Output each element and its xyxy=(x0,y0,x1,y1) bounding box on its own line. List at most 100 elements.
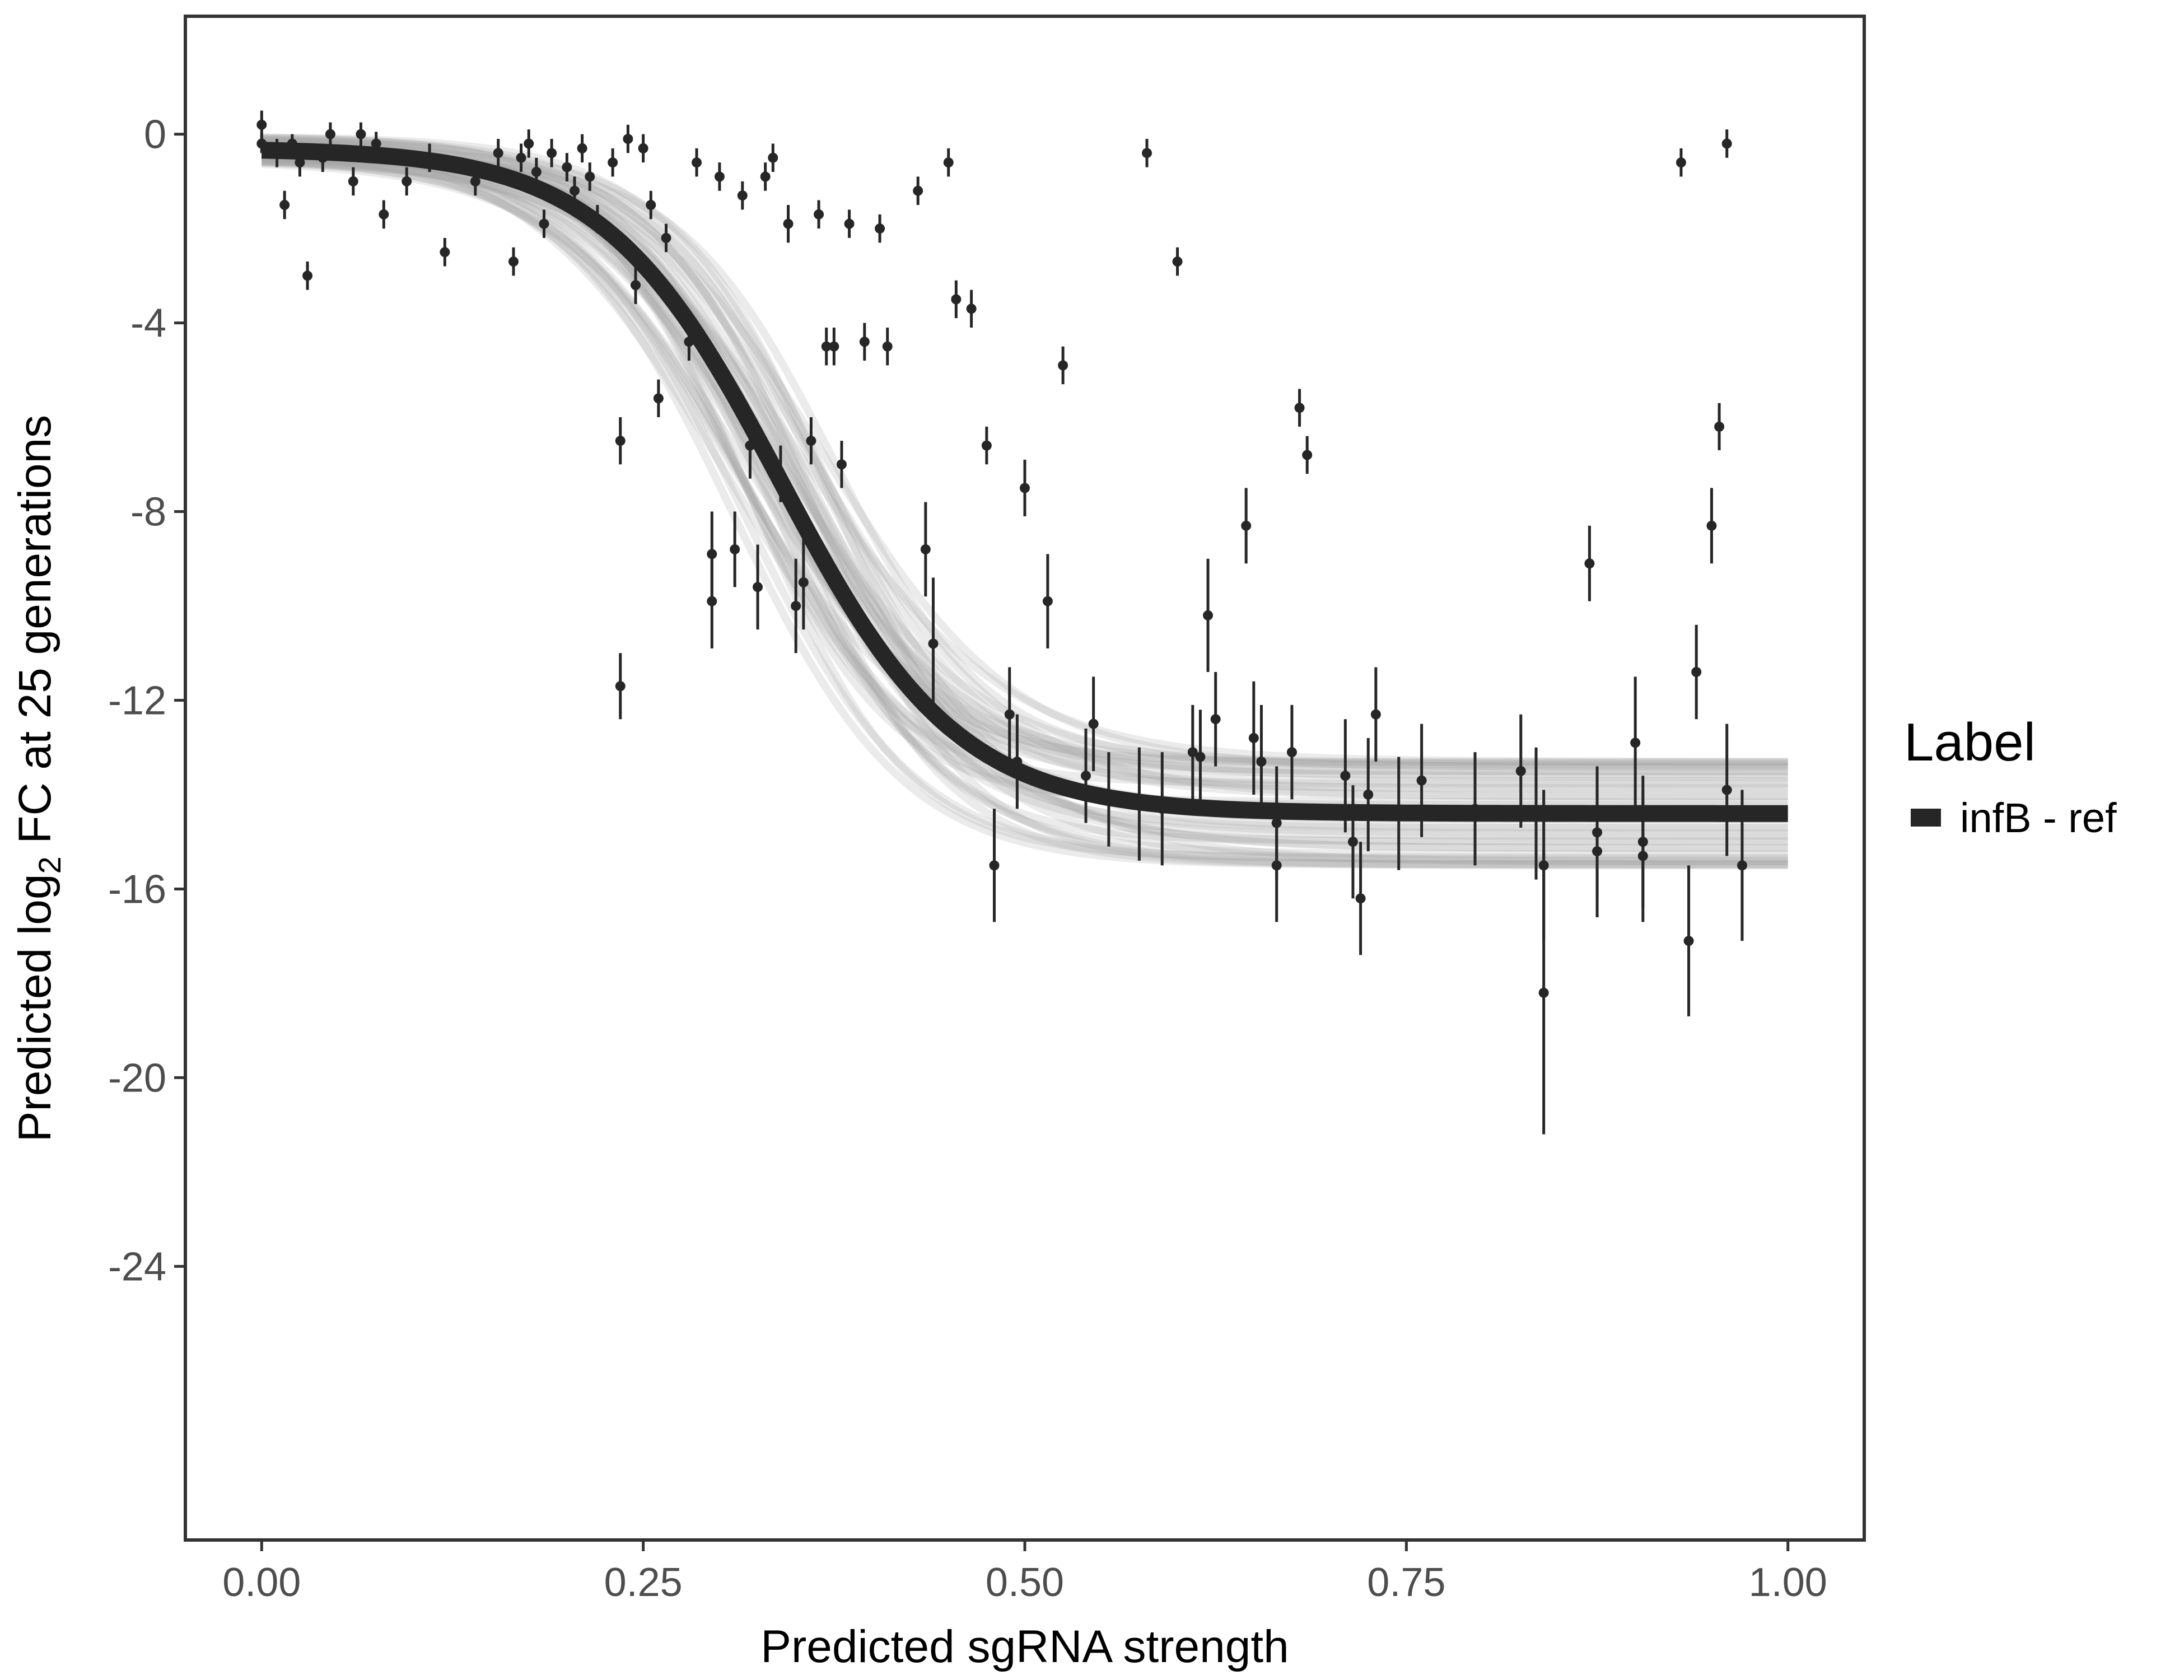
data-point xyxy=(989,809,1000,922)
point-marker xyxy=(1187,747,1198,758)
point-marker xyxy=(1393,808,1404,819)
data-point xyxy=(1737,790,1747,941)
point-marker xyxy=(577,143,587,153)
posterior-curve xyxy=(261,146,1788,781)
y-tick-label: -8 xyxy=(130,490,166,535)
point-marker xyxy=(287,138,297,149)
point-marker xyxy=(356,129,366,139)
point-marker xyxy=(1538,987,1549,998)
data-point xyxy=(920,502,931,597)
y-axis-title-main: Predicted log xyxy=(10,874,60,1142)
data-point xyxy=(1370,667,1381,762)
data-point xyxy=(1058,346,1068,385)
data-point xyxy=(623,124,633,153)
data-point xyxy=(798,535,809,630)
data-point xyxy=(1271,809,1282,922)
data-point xyxy=(631,266,641,304)
data-point xyxy=(1195,710,1206,804)
y-tick-label: -20 xyxy=(108,1056,166,1100)
point-marker xyxy=(615,436,626,446)
y-axis: 0 -4 -8 -12 -16 -20 -24 xyxy=(108,113,184,1289)
point-marker xyxy=(325,129,335,139)
data-point xyxy=(493,139,503,167)
data-point xyxy=(714,162,725,191)
point-marker xyxy=(379,209,389,220)
data-point xyxy=(1042,554,1053,648)
x-tick-label: 0.00 xyxy=(222,1560,301,1605)
data-point xyxy=(348,167,358,196)
data-point xyxy=(615,417,626,465)
point-marker xyxy=(989,860,1000,871)
point-marker xyxy=(256,119,267,130)
posterior-curve xyxy=(262,157,1788,766)
point-marker xyxy=(1691,666,1702,677)
point-marker xyxy=(1210,714,1221,725)
point-marker xyxy=(920,544,931,554)
data-point xyxy=(692,148,702,177)
point-marker xyxy=(730,544,740,554)
x-tick-label: 0.50 xyxy=(986,1560,1064,1605)
data-point xyxy=(1187,704,1198,800)
data-point xyxy=(1470,752,1481,866)
point-marker xyxy=(745,440,755,451)
data-point xyxy=(547,139,557,167)
data-point xyxy=(608,148,618,177)
point-marker xyxy=(882,341,893,352)
point-marker xyxy=(737,190,748,201)
data-point xyxy=(1363,738,1374,852)
point-marker xyxy=(302,270,313,281)
data-point xyxy=(981,426,992,465)
point-marker xyxy=(1340,771,1351,781)
point-marker xyxy=(569,185,580,196)
data-point xyxy=(745,412,755,479)
legend-key-infB-ref xyxy=(1911,809,1941,827)
data-point xyxy=(653,379,664,418)
point-marker xyxy=(1302,450,1313,460)
data-point xyxy=(829,327,839,366)
data-point xyxy=(1714,403,1725,451)
posterior-curve xyxy=(262,154,1788,863)
legend-label-infB-ref: infB - ref xyxy=(1960,795,2117,841)
point-marker xyxy=(1721,138,1732,149)
data-point xyxy=(1691,624,1702,720)
point-marker xyxy=(631,280,641,291)
data-point xyxy=(295,148,305,177)
point-marker xyxy=(913,185,923,196)
point-marker xyxy=(1676,157,1686,168)
data-point xyxy=(791,558,801,654)
data-point xyxy=(707,554,717,648)
data-point xyxy=(661,223,671,253)
data-point xyxy=(1721,724,1732,856)
point-marker xyxy=(1058,360,1068,371)
point-marker xyxy=(1347,837,1358,847)
point-marker xyxy=(1241,520,1252,531)
point-marker xyxy=(753,582,763,592)
point-marker xyxy=(875,223,885,234)
posterior-curve xyxy=(262,156,1788,767)
legend: Label infB - ref xyxy=(1904,712,2117,841)
data-point xyxy=(951,280,962,319)
data-point xyxy=(1203,558,1214,672)
point-marker xyxy=(707,596,717,606)
point-marker xyxy=(638,143,648,153)
panel-border xyxy=(184,15,1866,1542)
point-marker xyxy=(1416,775,1427,786)
data-point xyxy=(1393,757,1404,870)
point-marker xyxy=(768,152,778,163)
point-marker xyxy=(1081,771,1091,781)
data-point xyxy=(371,132,381,156)
data-point xyxy=(287,134,297,153)
point-marker xyxy=(1584,558,1595,569)
data-point xyxy=(1347,785,1358,899)
point-marker xyxy=(661,232,671,243)
point-marker xyxy=(585,171,595,182)
posterior-curve xyxy=(261,141,1788,837)
point-marker xyxy=(844,218,855,229)
point-marker xyxy=(470,176,480,186)
data-point xyxy=(1706,488,1717,564)
data-point xyxy=(402,167,412,196)
data-point xyxy=(783,204,794,243)
point-marker xyxy=(1714,421,1725,432)
point-marker xyxy=(966,304,977,314)
data-point xyxy=(1416,724,1427,837)
